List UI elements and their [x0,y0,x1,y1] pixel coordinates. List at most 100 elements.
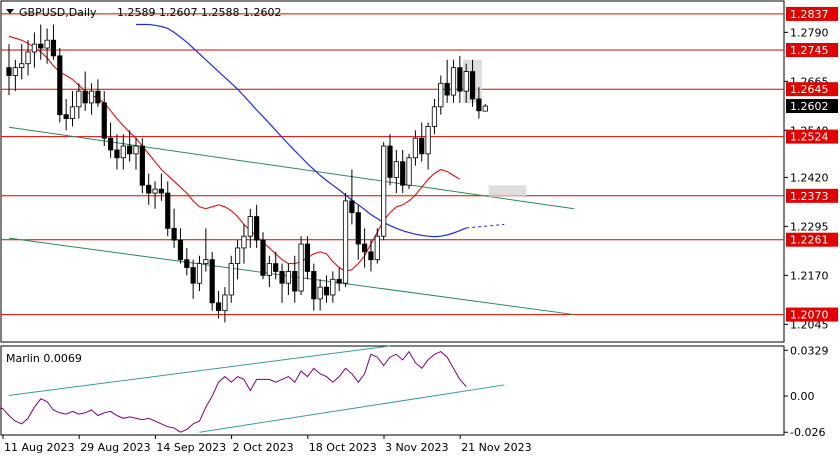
candle-body [361,243,368,253]
candle-body [381,145,387,237]
candle-body [374,235,380,261]
price-tick-label: 1.2045 [790,318,829,331]
candle [114,134,120,170]
candle-body [108,137,114,151]
candle-body [273,263,279,272]
candle [57,48,63,123]
candle [158,173,164,201]
candle [127,130,133,162]
candle-body [69,106,76,119]
candle-body [50,39,57,57]
candle [387,134,393,186]
candle-body [266,263,272,276]
candle [311,263,317,311]
candle [196,255,203,292]
candle-body [114,149,120,159]
candle [31,32,38,68]
candle-body [406,157,412,186]
candle [241,224,247,264]
candle [76,83,82,119]
indicator-axis: 0.0329 0.00 -0.026 [784,344,829,439]
candle [247,208,253,248]
candle-body [215,302,222,312]
candle-body [82,90,88,104]
candle-body [317,286,323,300]
candle-body [120,145,126,159]
candle-body [368,251,374,261]
candle [209,251,215,311]
candle-body [425,126,431,155]
candle [450,59,457,103]
candle-body [330,278,336,296]
candle-body [387,145,393,178]
level-label: 1.2645 [790,83,829,96]
price-tick-label: 1.2790 [790,26,829,39]
candle [88,83,95,115]
candle [38,24,44,60]
candle-body [260,239,266,276]
candle [254,204,260,248]
gray-zone [488,185,527,197]
candle [298,236,304,295]
candle [425,122,431,170]
candle-body [158,188,164,194]
candle-body [234,247,241,265]
level-label-box [786,6,838,21]
candle-body [6,67,12,76]
indicator-tick-label: 0.00 [790,390,815,403]
price-tick-label: 1.2295 [790,220,829,233]
level-label: 1.2837 [790,8,829,21]
candle [323,275,330,303]
candle [95,79,101,107]
marlin-line [0,350,467,433]
header: GBPUSD,Daily 1.2589 1.2607 1.2588 1.2602 [6,6,281,19]
candle [222,287,228,323]
candle [368,240,374,272]
candle [361,228,368,268]
candle-body [311,271,317,300]
current-price-box [786,99,838,114]
candle-body [38,43,44,49]
date-label: 3 Nov 2023 [385,441,448,454]
candle [285,263,292,295]
level-label-box [786,82,838,97]
level-label: 1.2070 [790,309,829,322]
candle-body [298,243,304,292]
candle [165,181,171,237]
collapse-triangle-icon[interactable] [6,9,14,14]
candle [19,44,25,80]
header-symbol: GBPUSD,Daily [19,6,97,19]
candle-body [44,39,50,49]
candle-body [101,102,107,139]
candle [63,98,69,131]
level-label-box [786,307,838,322]
candle-body [152,188,158,194]
level-label-box [786,188,838,203]
candle [184,247,190,276]
level-label-box [786,129,838,144]
candle [228,255,234,303]
candle-body [355,212,361,245]
candle [279,263,285,303]
candle-body [127,145,133,155]
indicator-trendline [199,384,505,433]
level-label-box [786,42,838,57]
candle [133,138,139,170]
candle [203,228,209,272]
candle-body [304,243,311,272]
candle [25,40,31,76]
candle-body [25,51,31,65]
candle-body [438,82,444,108]
candle-body [431,106,438,127]
indicator-label: Marlin 0.0069 [6,352,82,365]
candle [355,204,361,260]
candle-body [285,271,292,284]
candle [374,228,380,264]
date-label: 29 Aug 2023 [80,441,150,454]
date-label: 18 Oct 2023 [309,441,377,454]
candle [152,181,158,209]
level-label: 1.2373 [790,190,829,203]
price-tick-label: 1.2170 [790,269,829,282]
candle [139,138,145,194]
